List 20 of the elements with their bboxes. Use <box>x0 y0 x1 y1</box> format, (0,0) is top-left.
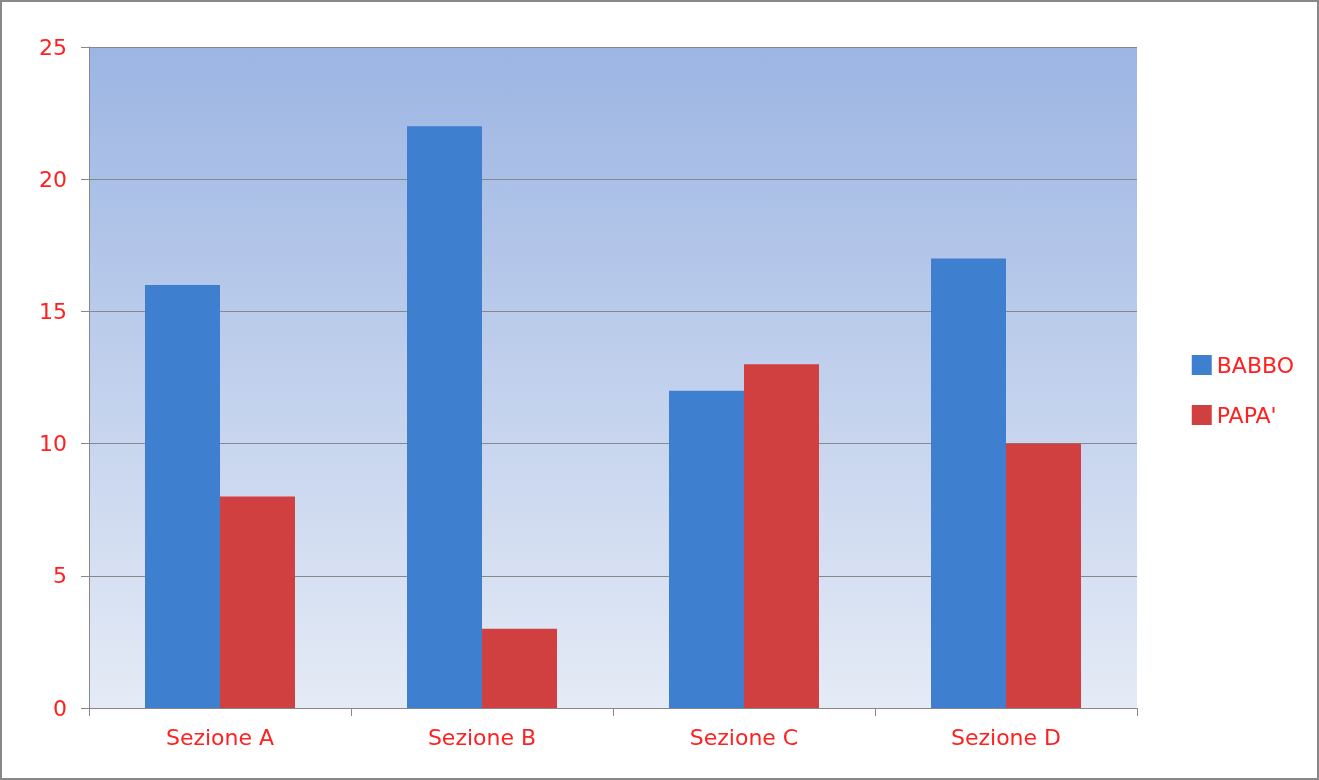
bar <box>931 258 1006 708</box>
bar <box>1006 443 1081 708</box>
bar <box>744 364 819 708</box>
legend-label: BABBO <box>1216 352 1295 378</box>
bar <box>407 126 482 708</box>
y-tick-label: 20 <box>39 166 67 192</box>
x-tick-label: Sezione A <box>165 724 275 750</box>
y-tick-label: 10 <box>39 431 67 457</box>
x-tick-label: Sezione D <box>950 724 1062 750</box>
bar <box>145 284 220 708</box>
y-tick-label: 5 <box>53 563 67 589</box>
bar <box>220 496 295 708</box>
legend-label: PAPA' <box>1216 402 1277 428</box>
x-tick-label: Sezione B <box>427 724 537 750</box>
x-tick-label: Sezione C <box>689 724 799 750</box>
y-tick-label: 15 <box>39 298 67 324</box>
y-tick-label: 0 <box>53 695 67 721</box>
bar <box>482 628 557 708</box>
y-tick-label: 25 <box>39 34 67 60</box>
bar <box>669 390 744 708</box>
